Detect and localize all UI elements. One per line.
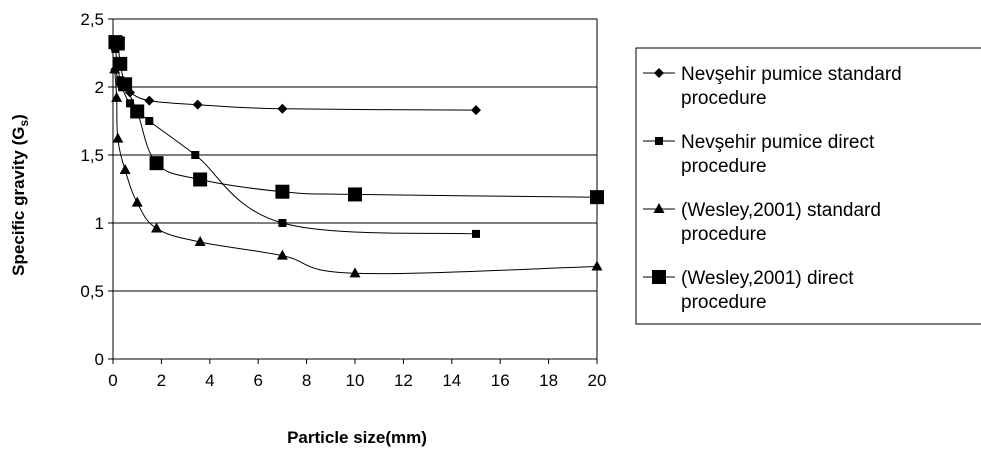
y-tick-label: 2,5: [80, 10, 104, 29]
data-point: [472, 229, 480, 238]
legend-label: Nevşehir pumice direct: [681, 132, 875, 153]
data-point: [131, 196, 143, 207]
data-point: [590, 190, 604, 205]
legend-label: procedure: [681, 224, 767, 245]
data-point: [145, 117, 154, 125]
x-axis-title: Particle size(mm): [287, 428, 427, 447]
legend-entry: (Wesley,2001) direct procedure: [643, 268, 854, 313]
x-tick-label: 2: [157, 371, 166, 390]
legend-label: procedure: [681, 156, 767, 177]
legend-entry: (Wesley,2001) standard procedure: [643, 200, 881, 245]
legend-label: procedure: [681, 88, 767, 109]
data-point: [111, 91, 123, 102]
legend-marker: [654, 68, 664, 78]
legend-entry: Nevşehir pumice standard procedure: [643, 64, 902, 109]
x-tick-label: 12: [394, 371, 413, 390]
x-tick-label: 20: [588, 371, 607, 390]
series-line: [114, 69, 477, 111]
x-tick-label: 4: [205, 371, 214, 390]
legend-entry: Nevşehir pumice direct procedure: [643, 132, 875, 177]
series-line: [115, 40, 598, 198]
legend-marker: [653, 203, 665, 213]
data-point: [194, 236, 206, 247]
axes: 0 0,5 1 1,5 2 2,5 0 2 4 6 8 10 12 14 16 18 20: [80, 10, 606, 390]
y-tick-label: 1,5: [80, 146, 104, 165]
data-point: [192, 99, 203, 110]
data-point: [110, 36, 125, 51]
y-tick-label: 2: [95, 78, 104, 97]
series-line: [114, 48, 477, 235]
legend-label: Nevşehir pumice standard: [681, 64, 902, 85]
data-point: [113, 56, 128, 71]
x-tick-label: 14: [442, 371, 461, 390]
data-point: [149, 156, 164, 171]
series-4: [108, 35, 604, 205]
data-point: [118, 77, 133, 92]
legend-box: [635, 47, 981, 325]
series-line: [114, 69, 598, 275]
legend-label: procedure: [681, 292, 767, 313]
x-tick-label: 16: [491, 371, 510, 390]
data-point: [591, 260, 603, 271]
data-point: [151, 222, 163, 233]
data-point: [112, 132, 124, 143]
legend: Nevşehir pumice standardprocedureNevşehi…: [635, 47, 981, 325]
data-point: [348, 187, 362, 202]
legend-marker: [652, 270, 666, 284]
series-layer: [108, 35, 604, 278]
x-tick-label: 8: [302, 371, 311, 390]
data-point: [125, 99, 134, 108]
y-tick-label: 0,5: [80, 282, 104, 301]
data-point: [119, 163, 131, 174]
data-point: [144, 95, 155, 106]
legend-label: (Wesley,2001) direct: [681, 268, 854, 289]
y-axis-title: Specific gravity (Gs): [9, 114, 31, 276]
y-tick-label: 1: [95, 214, 104, 233]
x-tick-label: 10: [346, 371, 365, 390]
series-3: [109, 63, 603, 278]
data-point: [276, 249, 288, 260]
series-1: [110, 64, 481, 116]
data-point: [277, 103, 288, 114]
data-point: [130, 104, 145, 119]
x-tick-label: 6: [253, 371, 262, 390]
x-tick-label: 18: [539, 371, 558, 390]
data-point: [193, 172, 208, 187]
x-tick-label: 0: [108, 371, 117, 390]
data-point: [275, 184, 290, 199]
y-tick-label: 0: [95, 350, 104, 369]
data-point: [278, 219, 287, 227]
legend-label: (Wesley,2001) standard: [681, 200, 881, 221]
data-point: [191, 151, 200, 159]
data-point: [471, 105, 481, 116]
series-2: [111, 44, 480, 238]
data-point: [349, 267, 361, 278]
legend-marker: [655, 137, 663, 145]
